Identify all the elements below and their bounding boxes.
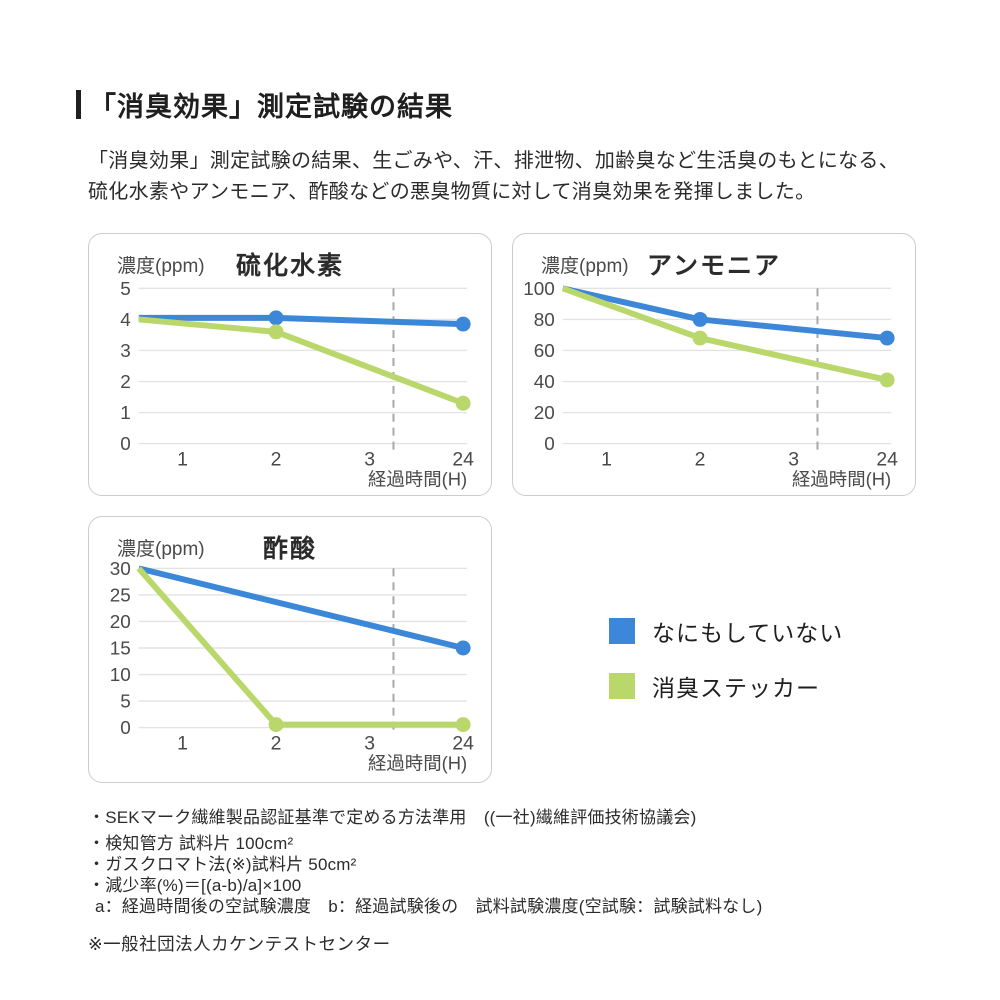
note-line: ・SEKマーク繊維製品認証基準で定める方法準用 ((一社)繊維評価技術協議会) [88, 808, 697, 827]
legend-label-untreated: なにもしていない [652, 620, 844, 646]
chart-card-acetic-acid: 30 25 20 15 10 5 0 1 2 3 24 経過時間(H) 濃度(ppm) 酢酸 [88, 516, 492, 783]
chart-card-ammonia: 100 80 60 40 20 0 1 2 3 24 経過時間(H) 濃度(ppm) アンモニア [512, 233, 916, 496]
y-axis-unit-label: 濃度(ppm) [117, 539, 205, 560]
svg-text:2: 2 [271, 448, 282, 470]
page-title: 「消臭効果」測定試験の結果 [89, 92, 453, 122]
legend-swatch-blue [609, 618, 635, 644]
svg-text:0: 0 [120, 434, 131, 455]
svg-text:3: 3 [364, 733, 375, 755]
svg-text:5: 5 [120, 692, 131, 713]
svg-text:24: 24 [452, 448, 474, 470]
note-line: ・ガスクロマト法(※)試料片 50cm² [88, 855, 357, 874]
svg-text:60: 60 [534, 341, 555, 362]
intro-line-2: 硫化水素やアンモニア、酢酸などの悪臭物質に対して消臭効果を発揮しました。 [88, 181, 816, 203]
svg-text:1: 1 [177, 733, 188, 755]
chart-title-hydrogen-sulfide: 硫化水素 [235, 252, 344, 280]
svg-text:1: 1 [601, 448, 612, 470]
svg-text:30: 30 [110, 559, 131, 580]
note-line: a：経過時間後の空試験濃度 b：経過試験後の 試料試験濃度(空試験：試験試料なし… [95, 897, 763, 916]
svg-text:0: 0 [544, 434, 555, 455]
y-axis-unit-label: 濃度(ppm) [541, 256, 629, 277]
svg-text:2: 2 [695, 448, 706, 470]
test-method-notes: ・SEKマーク繊維製品認証基準で定める方法準用 ((一社)繊維評価技術協議会) … [88, 807, 762, 917]
svg-text:20: 20 [534, 403, 555, 424]
svg-text:1: 1 [177, 448, 188, 470]
svg-text:2: 2 [271, 733, 282, 755]
chart-title-ammonia: アンモニア [646, 252, 781, 280]
legend-item-untreated: なにもしていない [609, 614, 843, 648]
svg-text:0: 0 [120, 718, 131, 739]
svg-text:25: 25 [110, 585, 131, 606]
svg-text:3: 3 [788, 448, 799, 470]
svg-text:1: 1 [120, 403, 131, 424]
svg-text:3: 3 [364, 448, 375, 470]
page-title-row: 「消臭効果」測定試験の結果 [76, 85, 453, 124]
svg-text:24: 24 [876, 448, 898, 470]
svg-text:24: 24 [452, 733, 474, 755]
note-line: ・検知管方 試料片 100cm² [88, 834, 294, 853]
svg-text:経過時間(H): 経過時間(H) [792, 468, 891, 489]
svg-text:40: 40 [534, 372, 555, 393]
legend-label-deodorant-sticker: 消臭ステッカー [652, 675, 820, 701]
chart-card-hydrogen-sulfide: 5 4 3 2 1 0 1 2 3 24 経過時間(H) 濃度(ppm) 硫化水素 [88, 233, 492, 496]
svg-text:20: 20 [110, 612, 131, 633]
chart-title-acetic-acid: 酢酸 [262, 535, 317, 563]
intro-text: 「消臭効果」測定試験の結果、生ごみや、汗、排泄物、加齢臭など生活臭のもとになる、… [88, 146, 958, 208]
legend-swatch-green [609, 673, 635, 699]
svg-text:15: 15 [110, 638, 131, 659]
svg-text:80: 80 [534, 310, 555, 331]
intro-line-1: 「消臭効果」測定試験の結果、生ごみや、汗、排泄物、加齢臭など生活臭のもとになる、 [88, 150, 899, 172]
svg-text:3: 3 [120, 341, 131, 362]
kaken-footnote: ※一般社団法人カケンテストセンター [88, 934, 391, 954]
svg-text:4: 4 [120, 310, 131, 331]
svg-text:経過時間(H): 経過時間(H) [368, 468, 467, 489]
svg-text:2: 2 [120, 372, 131, 393]
svg-text:経過時間(H): 経過時間(H) [368, 752, 467, 773]
legend: なにもしていない 消臭ステッカー [609, 614, 843, 703]
note-line: ・減少率(%)＝[(a-b)/a]×100 [88, 876, 302, 895]
svg-text:100: 100 [523, 279, 555, 300]
svg-text:5: 5 [120, 279, 131, 300]
legend-item-deodorant-sticker: 消臭ステッカー [609, 669, 843, 703]
svg-text:10: 10 [110, 665, 131, 686]
title-accent-bar [76, 90, 81, 119]
y-axis-unit-label: 濃度(ppm) [117, 256, 205, 277]
